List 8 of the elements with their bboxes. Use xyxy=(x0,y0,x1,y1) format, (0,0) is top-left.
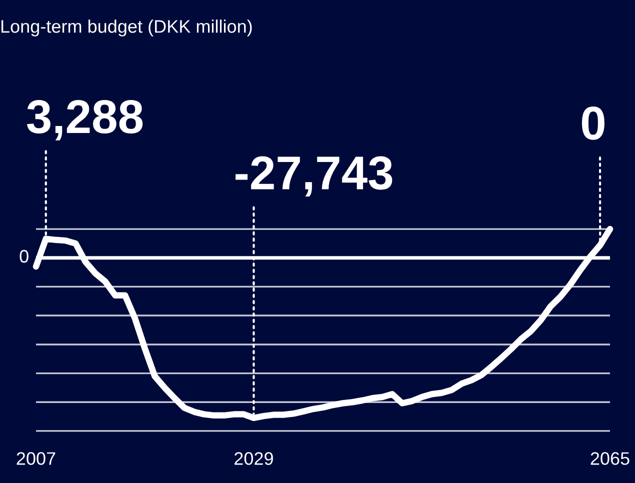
x-tick-label: 2065 xyxy=(590,452,630,465)
annotation: -27,743 xyxy=(236,156,392,197)
annotation: 3,288 xyxy=(26,100,143,140)
x-tick-label: 2007 xyxy=(16,452,56,465)
text: 0 xyxy=(20,250,28,263)
x-tick-label: 2029 xyxy=(234,452,273,465)
annotation: 0 xyxy=(582,106,604,140)
chart-title: Long-term budget (DKK million) xyxy=(1,20,252,36)
